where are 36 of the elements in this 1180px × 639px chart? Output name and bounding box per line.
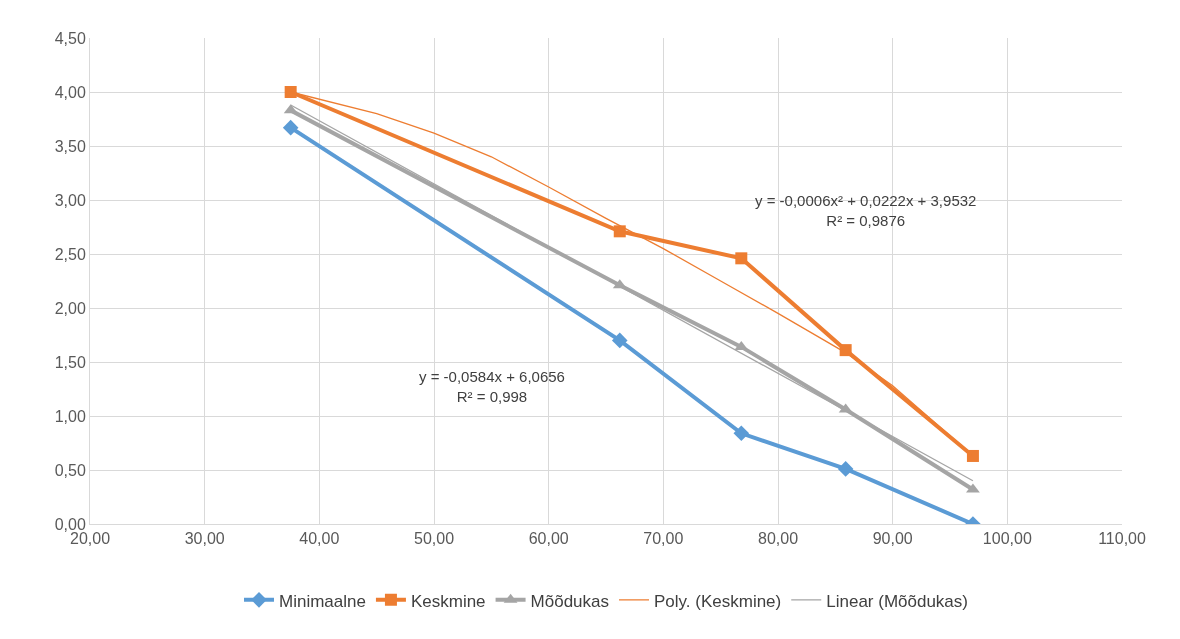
x-tick-label: 50,00	[413, 530, 455, 548]
legend-label: Keskmine	[410, 591, 486, 611]
point	[966, 483, 980, 493]
y-tick-label: 0,00	[54, 515, 86, 533]
y-tick-label: 4,00	[54, 83, 86, 101]
x-tick-label: 70,00	[643, 530, 684, 548]
x-tick-label: 60,00	[528, 530, 569, 548]
y-tick-label: 2,00	[54, 299, 86, 317]
annotation: y = -0,0006x² + 0,0222x + 3,9532 R² = 0,9876	[755, 192, 977, 229]
point	[284, 86, 297, 98]
x-tick-label: 80,00	[757, 530, 799, 548]
x-tick-label: 20,00	[69, 530, 111, 548]
x-tick-label: 110,00	[1098, 530, 1146, 548]
point	[733, 425, 750, 442]
x-tick-label: 30,00	[184, 530, 225, 548]
y-tick-label: 3,50	[54, 137, 86, 155]
point	[735, 252, 748, 265]
legend-label: Minimaalne	[279, 591, 366, 611]
point	[611, 332, 628, 349]
y-tick-label: 1,50	[54, 353, 86, 371]
point	[613, 225, 626, 238]
x-tick-label: 40,00	[299, 530, 340, 548]
annotation: y = -0,0584x + 6,0656 R² = 0,998	[419, 368, 565, 405]
y-tick-label: 3,00	[54, 191, 86, 209]
y-tick-label: 4,50	[54, 29, 86, 47]
y-tick-label: 2,50	[54, 245, 86, 263]
legend-label: Linear (Mõõdukas)	[826, 591, 968, 611]
point	[837, 461, 854, 477]
legend-label: Mõõdukas	[530, 591, 610, 611]
legend-label: Poly. (Keskmine)	[654, 591, 782, 611]
y-tick-label: 1,00	[54, 407, 86, 425]
x-tick-label: 100,00	[982, 530, 1032, 548]
x-tick-label: 90,00	[872, 530, 913, 548]
point	[282, 119, 299, 136]
y-tick-label: 0,50	[54, 461, 86, 479]
point	[966, 449, 979, 462]
